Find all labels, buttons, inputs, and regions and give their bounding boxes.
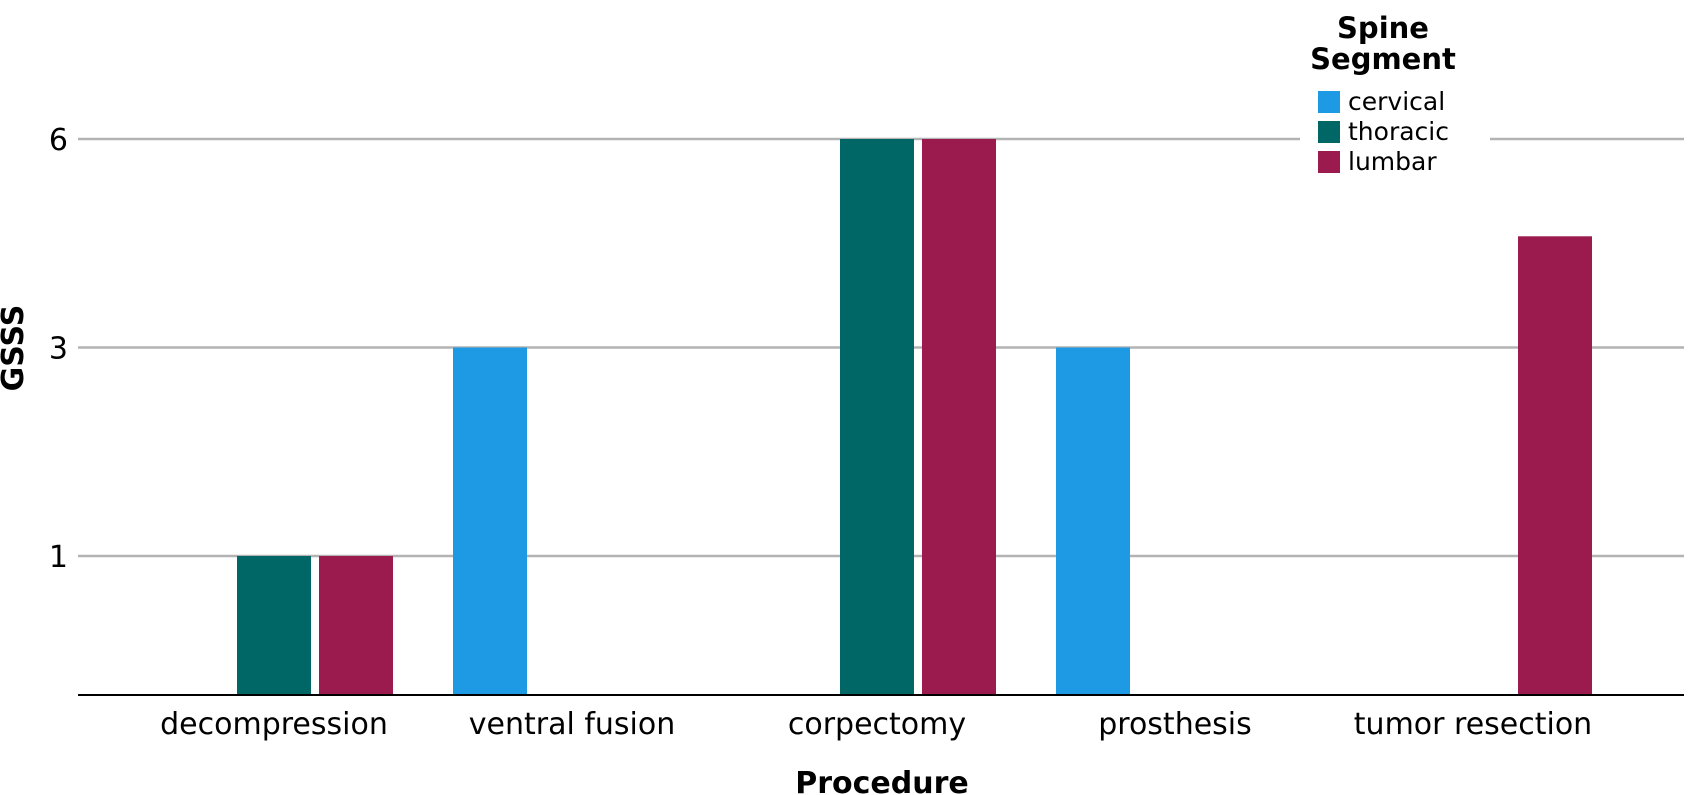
bars xyxy=(237,139,1592,696)
bar-cervical-prosthesis xyxy=(1056,347,1130,695)
y-tick-labels: 1 3 6 xyxy=(49,123,68,575)
legend-swatch-cervical xyxy=(1318,91,1340,113)
bar-cervical-ventral-fusion xyxy=(453,347,527,695)
legend-swatch-thoracic xyxy=(1318,121,1340,143)
x-tick-label-ventral-fusion: ventral fusion xyxy=(469,707,675,742)
y-axis-title: GSSS xyxy=(0,305,31,392)
bar-lumbar-corpectomy xyxy=(922,139,996,695)
x-tick-label-decompression: decompression xyxy=(160,707,388,742)
bar-lumbar-decompression xyxy=(319,556,393,695)
x-tick-label-corpectomy: corpectomy xyxy=(788,707,966,742)
legend-swatch-lumbar xyxy=(1318,151,1340,173)
legend-title-line-2: Segment xyxy=(1310,42,1456,76)
y-tick-label-3: 3 xyxy=(49,332,68,367)
x-tick-label-prosthesis: prosthesis xyxy=(1098,707,1252,742)
y-tick-label-6: 6 xyxy=(49,123,68,158)
legend-label-lumbar: lumbar xyxy=(1348,147,1437,176)
legend-title-line-1: Spine xyxy=(1337,11,1429,45)
x-axis-title: Procedure xyxy=(795,766,969,795)
bar-lumbar-tumor-resection xyxy=(1518,236,1592,696)
x-tick-labels: decompression ventral fusion corpectomy pro… xyxy=(160,707,1592,742)
x-tick-label-tumor-resection: tumor resection xyxy=(1354,707,1592,742)
legend-label-cervical: cervical xyxy=(1348,87,1445,116)
y-tick-label-1: 1 xyxy=(49,540,68,575)
legend-label-thoracic: thoracic xyxy=(1348,117,1449,146)
bar-thoracic-corpectomy xyxy=(840,139,914,695)
bar-thoracic-decompression xyxy=(237,556,311,695)
